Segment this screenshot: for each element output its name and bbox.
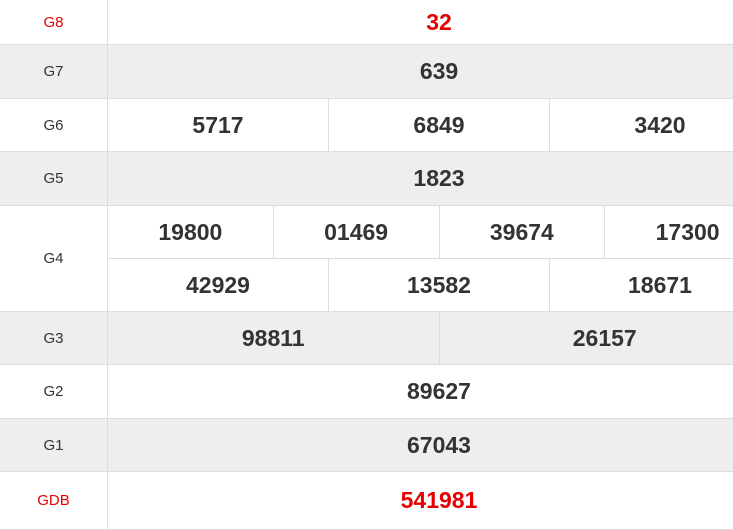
- prize-number: 17300: [604, 206, 733, 258]
- prize-number: 19800: [158, 218, 223, 245]
- prize-number: 6849: [328, 99, 549, 151]
- prize-row-g6: G6 5717 6849 3420: [0, 99, 733, 152]
- prize-number: 67043: [407, 431, 471, 458]
- prize-number: 39674: [438, 206, 605, 258]
- prize-row-g7: G7 639: [0, 45, 733, 99]
- prize-number: 5717: [192, 111, 244, 138]
- prize-label: G5: [0, 152, 108, 205]
- prize-row-g8: G8 32: [0, 0, 733, 45]
- prize-number: 98811: [241, 324, 305, 351]
- prize-number: 26157: [438, 312, 733, 364]
- prize-row-g2: G2 89627: [0, 365, 733, 419]
- prize-label: G2: [0, 365, 108, 418]
- prize-label: G7: [0, 45, 108, 98]
- prize-label: GDB: [0, 472, 108, 529]
- prize-label: G3: [0, 312, 108, 364]
- prize-label: G4: [0, 206, 108, 311]
- prize-number: 18671: [549, 259, 733, 311]
- prize-number: 13582: [328, 259, 549, 311]
- prize-label: G1: [0, 419, 108, 471]
- prize-number: 32: [426, 8, 452, 35]
- prize-row-g3: G3 98811 26157: [0, 312, 733, 365]
- prize-row-g5: G5 1823: [0, 152, 733, 206]
- prize-number: 01469: [272, 206, 439, 258]
- prize-number: 3420: [549, 99, 733, 151]
- prize-number: 541981: [400, 487, 478, 513]
- prize-row-g1: G1 67043: [0, 419, 733, 472]
- prize-number: 89627: [407, 378, 471, 404]
- prize-number: 1823: [413, 165, 465, 191]
- prize-row-g4: G4 19800 01469 39674 17300 42929 13582 18671: [0, 206, 733, 312]
- prize-number: 639: [419, 58, 459, 84]
- prize-row-gdb: GDB 541981: [0, 472, 733, 530]
- prize-label: G8: [0, 0, 108, 44]
- prize-label: G6: [0, 99, 108, 151]
- prize-number: 42929: [186, 271, 250, 298]
